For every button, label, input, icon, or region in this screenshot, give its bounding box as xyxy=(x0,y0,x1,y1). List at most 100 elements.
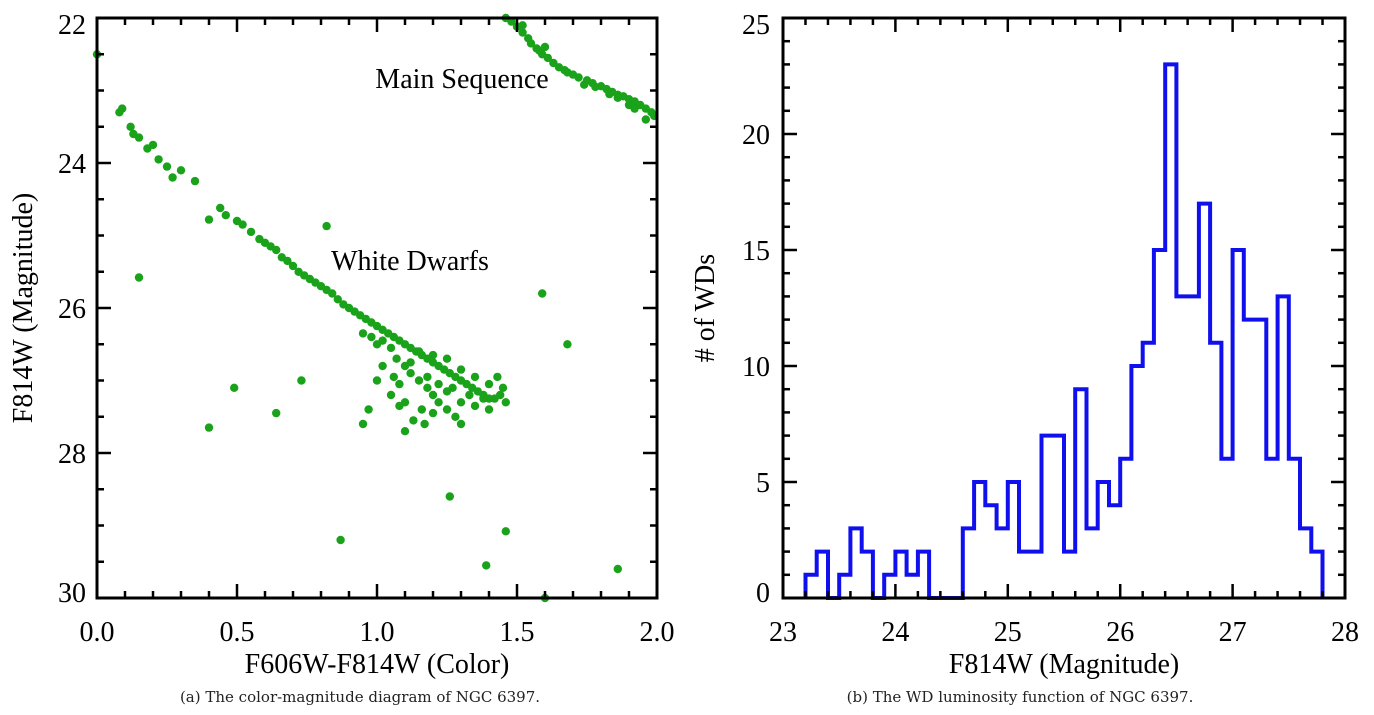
data-point xyxy=(580,80,589,89)
data-point xyxy=(216,203,225,213)
data-point xyxy=(445,492,454,501)
data-point xyxy=(378,336,387,345)
data-point xyxy=(434,379,443,389)
data-point xyxy=(162,162,172,171)
data-point xyxy=(428,350,438,360)
data-point xyxy=(613,564,622,574)
data-point xyxy=(204,215,214,224)
data-point xyxy=(574,73,583,82)
data-point xyxy=(417,405,426,414)
y-tick-label: 28 xyxy=(58,439,86,470)
data-point xyxy=(386,343,396,353)
data-point xyxy=(470,372,480,382)
data-point xyxy=(470,401,480,411)
data-point xyxy=(272,245,281,255)
data-point xyxy=(484,405,494,414)
data-point xyxy=(518,21,527,30)
data-point xyxy=(501,527,510,536)
lf-tick-labels: 23 24 25 26 27 28 0 5 10 15 20 25 xyxy=(742,10,1359,648)
data-point xyxy=(283,256,292,266)
data-point xyxy=(176,166,186,175)
data-point xyxy=(442,405,452,414)
data-point xyxy=(423,372,432,382)
data-point xyxy=(414,347,424,356)
data-point xyxy=(154,155,163,164)
x-tick-label: 25 xyxy=(994,617,1022,648)
data-point xyxy=(479,394,488,403)
data-point xyxy=(409,416,418,425)
data-point xyxy=(591,82,600,92)
data-point xyxy=(204,423,214,432)
data-point xyxy=(428,390,438,400)
data-point xyxy=(389,372,398,382)
data-point xyxy=(442,354,452,363)
data-point xyxy=(428,408,438,418)
x-tick-label: 26 xyxy=(1106,617,1134,648)
luminosity-function-panel: 23 24 25 26 27 28 0 5 10 15 20 25 F814W (Magnitude)… xyxy=(690,10,1359,680)
data-point xyxy=(518,28,527,37)
data-point xyxy=(624,100,634,110)
x-tick-label: 0.0 xyxy=(80,617,115,648)
y-tick-label: 5 xyxy=(756,468,770,499)
data-point xyxy=(190,176,200,186)
data-point xyxy=(288,261,298,271)
data-point xyxy=(246,227,256,237)
x-tick-label: 24 xyxy=(881,617,909,648)
histogram-step-line xyxy=(803,62,1325,600)
data-point xyxy=(364,405,373,414)
data-point xyxy=(498,383,508,392)
data-point xyxy=(496,390,505,400)
data-point xyxy=(221,211,230,220)
lf-x-axis-label: F814W (Magnitude) xyxy=(949,649,1179,680)
data-point xyxy=(414,376,424,385)
cmd-plot-frame xyxy=(95,16,659,600)
data-point xyxy=(543,53,552,63)
data-point xyxy=(448,383,457,392)
data-point xyxy=(230,383,239,392)
data-point xyxy=(400,427,410,436)
y-tick-label: 22 xyxy=(58,10,86,41)
data-point xyxy=(507,17,516,26)
data-point xyxy=(336,535,345,545)
data-point xyxy=(526,39,536,48)
data-point xyxy=(134,273,144,282)
data-point xyxy=(451,412,460,421)
data-point xyxy=(392,354,401,363)
data-point xyxy=(297,376,306,385)
y-tick-label: 25 xyxy=(742,10,770,41)
data-point xyxy=(501,398,510,407)
cmd-y-axis-label: F814W (Magnitude) xyxy=(8,193,39,423)
data-point xyxy=(372,376,382,385)
data-point xyxy=(456,419,466,429)
y-tick-label: 15 xyxy=(742,236,770,267)
caption-a: (a) The color-magnitude diagram of NGC 6… xyxy=(179,688,541,706)
data-point xyxy=(406,358,415,367)
data-point xyxy=(333,295,342,304)
lf-axis-ticks xyxy=(781,16,1347,600)
data-point xyxy=(358,419,368,429)
y-tick-label: 30 xyxy=(58,578,86,609)
main-sequence-annotation: Main Sequence xyxy=(375,64,548,95)
data-point xyxy=(456,365,466,374)
data-point xyxy=(272,408,281,418)
data-point xyxy=(358,329,368,338)
x-tick-label: 2.0 xyxy=(640,617,675,648)
data-point xyxy=(118,104,127,113)
data-point xyxy=(434,398,443,407)
data-point xyxy=(400,398,410,407)
data-point xyxy=(322,221,331,231)
white-dwarfs-annotation: White Dwarfs xyxy=(331,246,489,277)
data-point xyxy=(386,390,396,400)
data-point xyxy=(482,561,491,570)
data-point xyxy=(238,220,247,229)
data-point xyxy=(613,93,622,103)
y-tick-label: 26 xyxy=(58,294,86,325)
cmd-scatter-points xyxy=(92,13,659,603)
lf-y-axis-label: # of WDs xyxy=(690,254,721,362)
x-tick-label: 27 xyxy=(1219,617,1247,648)
data-point xyxy=(493,372,502,382)
x-tick-label: 1.0 xyxy=(360,617,395,648)
data-point xyxy=(465,390,474,400)
